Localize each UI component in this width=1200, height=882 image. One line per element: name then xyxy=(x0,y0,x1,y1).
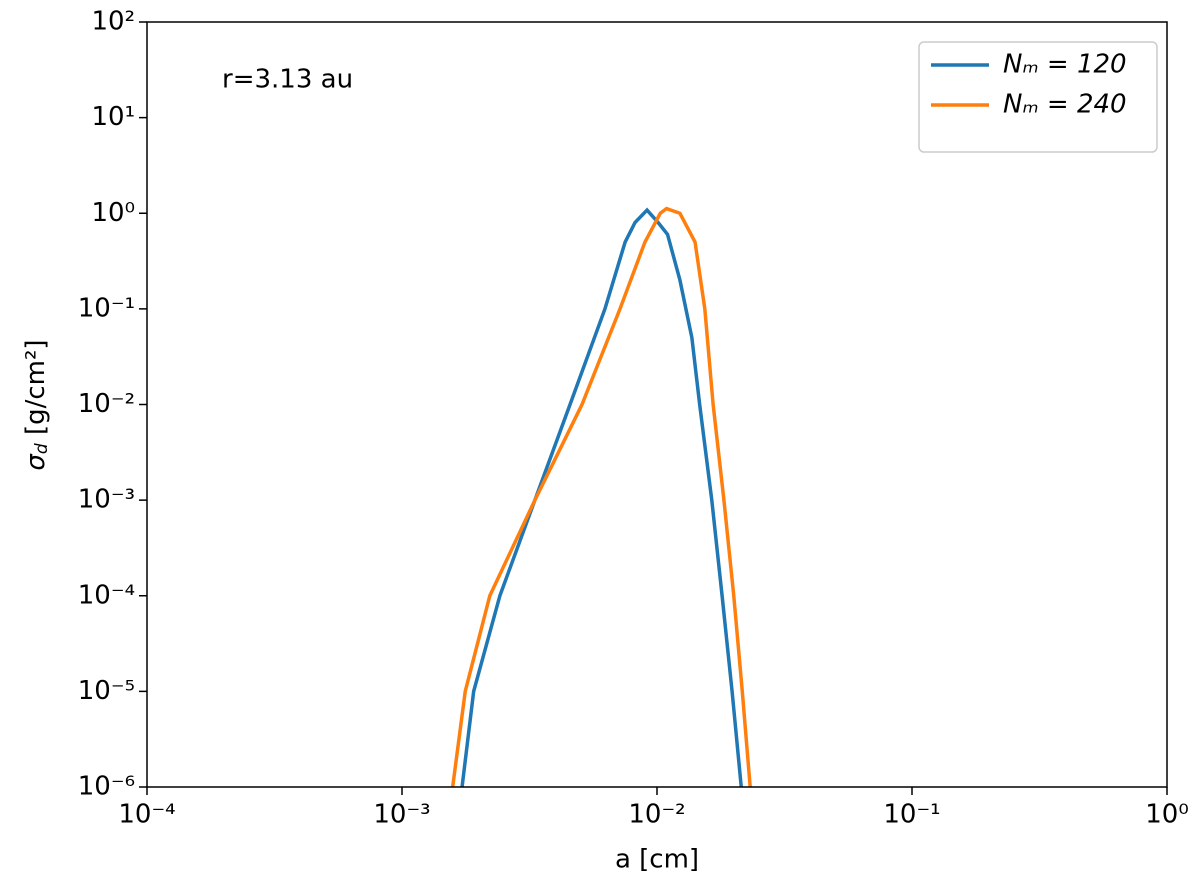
data-line xyxy=(450,206,752,788)
annotation: r=3.13 au xyxy=(222,65,353,95)
legend-label: Nₘ = 240 xyxy=(1003,90,1127,120)
y-tick-label: 10⁻⁵ xyxy=(78,676,135,706)
x-tick-label: 10⁻⁴ xyxy=(118,800,175,830)
legend-label: Nₘ = 120 xyxy=(1003,50,1127,80)
y-tick-label: 10⁰ xyxy=(91,198,135,228)
x-axis-label: a [cm] xyxy=(615,845,699,875)
y-tick-label: 10⁻² xyxy=(78,389,135,419)
legend-box xyxy=(918,41,1158,153)
y-tick-label: 10⁻⁶ xyxy=(78,772,135,802)
plot-frame xyxy=(146,21,1168,788)
y-axis-label: σd [g/cm²] xyxy=(21,339,53,470)
x-tick-label: 10⁰ xyxy=(1145,800,1189,830)
y-tick-label: 10⁻³ xyxy=(78,485,135,515)
y-label-symbol: σ xyxy=(21,453,51,471)
y-tick-label: 10² xyxy=(91,7,135,37)
y-tick-label: 10¹ xyxy=(91,102,135,132)
x-tick-label: 10⁻¹ xyxy=(883,800,940,830)
y-label-unit: [g/cm²] xyxy=(21,339,51,443)
x-tick-label: 10⁻³ xyxy=(373,800,430,830)
x-tick-label: 10⁻² xyxy=(628,800,685,830)
data-line xyxy=(460,207,743,788)
y-tick-label: 10⁻⁴ xyxy=(78,580,135,610)
y-tick-label: 10⁻¹ xyxy=(78,293,135,323)
y-label-subscript: d xyxy=(32,443,52,454)
